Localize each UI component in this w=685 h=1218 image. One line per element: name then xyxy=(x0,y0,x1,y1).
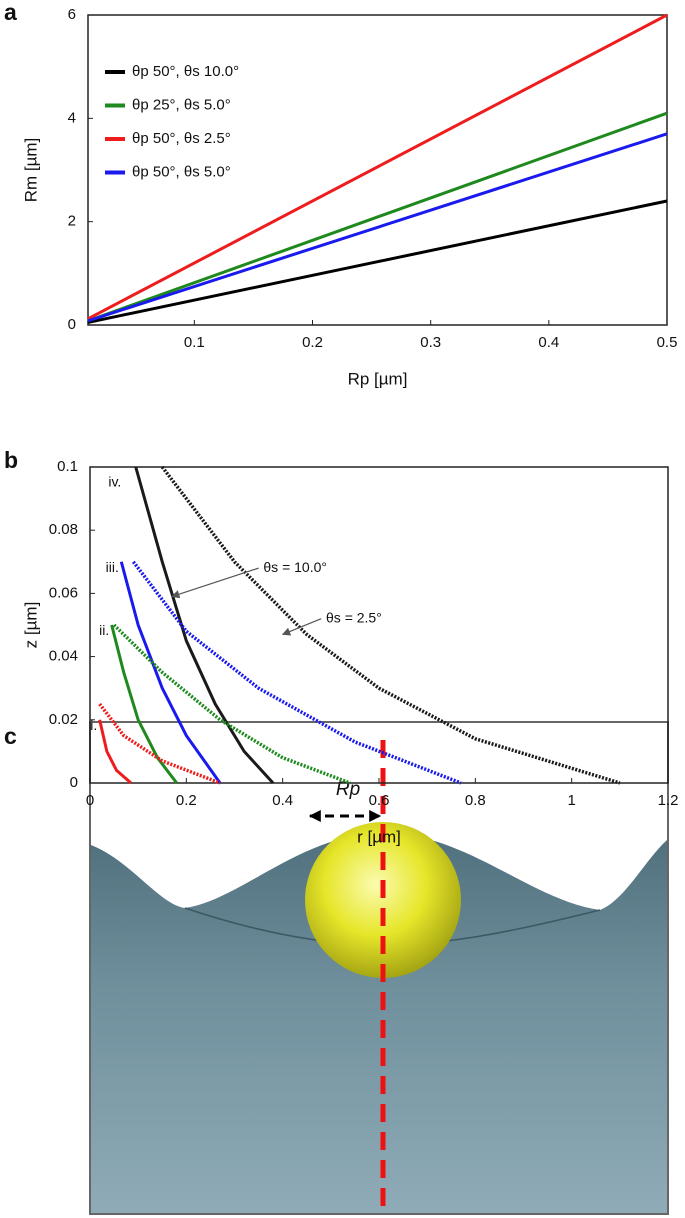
y-axis-label: z [µm] xyxy=(21,602,40,649)
panel-label: b xyxy=(4,447,18,473)
x-tick-label: 0.2 xyxy=(302,334,323,351)
y-tick-label: 0.02 xyxy=(49,711,78,728)
illustration: r Rp Rm xyxy=(89,721,669,1215)
annotation-arrow xyxy=(171,567,259,599)
x-tick-label: 0.4 xyxy=(272,792,293,809)
rm-label: Rm xyxy=(477,779,507,800)
y-tick-label: 0 xyxy=(70,774,78,791)
panel-label: c xyxy=(4,723,17,749)
x-tick-label: 1 xyxy=(567,792,575,809)
x-axis-label: Rp [µm] xyxy=(348,369,408,388)
annotation: ii. xyxy=(99,622,109,638)
annotation: iii. xyxy=(106,559,119,575)
x-tick-label: 0.5 xyxy=(657,334,678,351)
legend-label: θp 50°, θs 10.0° xyxy=(132,63,239,80)
series-line xyxy=(98,702,221,785)
series-line xyxy=(119,561,222,784)
y-tick-label: 6 xyxy=(68,6,76,23)
annotation: θs = 10.0° xyxy=(263,559,327,575)
x-tick-label: 0.6 xyxy=(369,792,390,809)
legend-label: θp 50°, θs 5.0° xyxy=(132,163,231,180)
legend-label: θp 50°, θs 2.5° xyxy=(132,130,231,147)
annotation: θs = 2.5° xyxy=(326,609,382,625)
series-line xyxy=(87,13,668,321)
plot-frame xyxy=(87,14,668,326)
x-tick-label: 0.2 xyxy=(176,792,197,809)
annotation: i. xyxy=(90,717,97,733)
y-tick-label: 0.06 xyxy=(49,584,78,601)
series-line xyxy=(112,623,351,785)
series-line xyxy=(87,132,668,323)
y-tick-label: 4 xyxy=(68,109,76,126)
series-line xyxy=(87,111,668,323)
x-tick-label: 0.1 xyxy=(184,334,205,351)
x-axis-label: r [µm] xyxy=(357,827,401,846)
y-tick-label: 0.08 xyxy=(49,521,78,538)
y-tick-label: 0.04 xyxy=(49,648,78,665)
x-tick-label: 0.8 xyxy=(465,792,486,809)
annotation-arrow xyxy=(281,618,322,636)
annotation: iv. xyxy=(108,474,121,490)
y-tick-label: 0.1 xyxy=(57,458,78,475)
x-tick-label: 0.4 xyxy=(538,334,559,351)
y-tick-label: 0 xyxy=(68,316,76,333)
series-line xyxy=(98,719,132,785)
series-line xyxy=(110,624,178,784)
y-axis-label: Rm [µm] xyxy=(21,138,40,203)
series-line xyxy=(160,465,621,785)
rp-label: Rp xyxy=(336,779,360,800)
x-tick-label: 0.3 xyxy=(420,334,441,351)
series-line xyxy=(131,560,462,785)
panel-label: a xyxy=(4,0,17,25)
legend-label: θp 25°, θs 5.0° xyxy=(132,96,231,113)
series-line xyxy=(134,466,275,785)
x-tick-label: 1.2 xyxy=(658,792,679,809)
x-tick-label: 0 xyxy=(86,792,94,809)
r-label: r xyxy=(242,779,249,800)
y-tick-label: 2 xyxy=(68,213,76,230)
series-line xyxy=(87,199,668,324)
particle xyxy=(305,822,461,978)
